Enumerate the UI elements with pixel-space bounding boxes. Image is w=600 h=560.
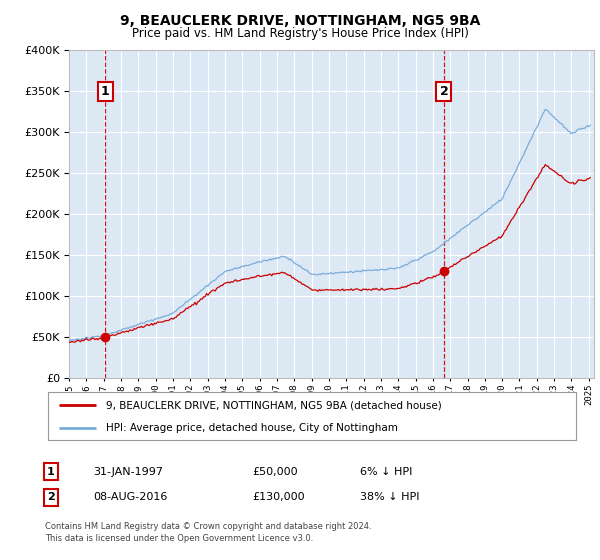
Text: 2: 2 [47, 492, 55, 502]
Text: 9, BEAUCLERK DRIVE, NOTTINGHAM, NG5 9BA: 9, BEAUCLERK DRIVE, NOTTINGHAM, NG5 9BA [120, 14, 480, 28]
Text: 38% ↓ HPI: 38% ↓ HPI [360, 492, 419, 502]
Text: £130,000: £130,000 [252, 492, 305, 502]
Text: 08-AUG-2016: 08-AUG-2016 [93, 492, 167, 502]
Text: 31-JAN-1997: 31-JAN-1997 [93, 466, 163, 477]
Text: 9, BEAUCLERK DRIVE, NOTTINGHAM, NG5 9BA (detached house): 9, BEAUCLERK DRIVE, NOTTINGHAM, NG5 9BA … [106, 400, 442, 410]
Text: 2: 2 [440, 85, 448, 98]
Text: Price paid vs. HM Land Registry's House Price Index (HPI): Price paid vs. HM Land Registry's House … [131, 27, 469, 40]
Text: 1: 1 [101, 85, 110, 98]
Text: 1: 1 [47, 466, 55, 477]
Text: £50,000: £50,000 [252, 466, 298, 477]
Text: Contains HM Land Registry data © Crown copyright and database right 2024.
This d: Contains HM Land Registry data © Crown c… [45, 522, 371, 543]
Text: 6% ↓ HPI: 6% ↓ HPI [360, 466, 412, 477]
Text: HPI: Average price, detached house, City of Nottingham: HPI: Average price, detached house, City… [106, 423, 398, 433]
